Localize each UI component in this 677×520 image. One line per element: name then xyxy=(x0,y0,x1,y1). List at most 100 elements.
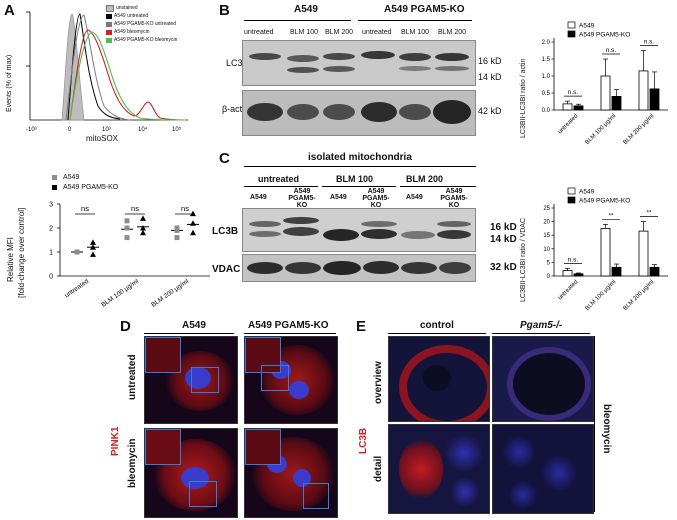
ratio-b-bar xyxy=(562,103,573,111)
c-lane-5: A549 xyxy=(406,194,423,201)
c-lane-2: A549 PGAM5-KO xyxy=(284,188,320,209)
ratio-b-legend-swatch xyxy=(567,30,576,38)
ratio-b-legend-swatch xyxy=(567,21,576,29)
e-side-line xyxy=(594,336,595,512)
ratio-c-sig-label: ** xyxy=(608,212,614,219)
e-image-control-overview xyxy=(388,336,490,422)
mfi-point xyxy=(124,225,130,231)
e-col-line-2 xyxy=(492,333,590,334)
c-group-2: BLM 100 xyxy=(336,174,374,184)
c-group-line-1 xyxy=(244,186,318,187)
ratio-b-y-tick-label: 1.0 xyxy=(542,74,551,80)
ratio-b-x-tick-label: BLM 100 µg/ml xyxy=(585,113,618,146)
c-group-line-3 xyxy=(400,186,476,187)
b-blot-lc3b xyxy=(242,40,476,86)
c-lane-6a: A549 xyxy=(445,188,463,195)
b-lane-3: BLM 200 xyxy=(325,29,354,36)
hist-tick-0: -10³ xyxy=(26,127,37,133)
ratio-c-sig-label: n.s. xyxy=(568,256,579,263)
hist-curve-a549-untreated xyxy=(67,13,121,121)
ratio-b-y-tick-label: 2.0 xyxy=(542,40,551,46)
hist-curve-unstained xyxy=(61,13,85,121)
legend-swatch xyxy=(106,13,112,19)
mfi-x-tick-label: untreated xyxy=(64,278,91,300)
panel-label-c: C xyxy=(219,150,230,167)
hist-curve-ko-untreated xyxy=(65,14,131,121)
panel-label-a: A xyxy=(4,2,15,19)
c-ratio-y-label: LC3BII-LC3BI ratio / VDAC xyxy=(520,217,527,302)
c-row-vdac: VDAC xyxy=(212,264,241,275)
b-col-ko: A549 PGAM5-KO xyxy=(384,4,465,15)
mfi-legend-item: A549 PGAM5-KO xyxy=(52,182,118,192)
legend-swatch xyxy=(106,37,112,43)
ratio-b-bar xyxy=(600,75,611,111)
mfi-point xyxy=(174,235,180,241)
b-kd16: 16 kD xyxy=(478,56,502,66)
d-image-ko-bleomycin xyxy=(244,428,338,518)
hist-tick-4: 10⁵ xyxy=(172,126,182,133)
ratio-c-legend-swatch xyxy=(567,187,576,195)
ratio-c-bar xyxy=(562,270,573,277)
c-lane-6b: PGAM5-KO xyxy=(440,195,468,209)
c-kd14: 14 kD xyxy=(490,234,517,245)
ratio-b-x-tick-label: untreated xyxy=(557,113,579,135)
legend-swatch xyxy=(106,29,112,35)
mfi-y-tick-label: 3 xyxy=(49,202,53,209)
ratio-c-y-tick-label: 5 xyxy=(547,260,551,266)
mfi-point xyxy=(124,218,130,224)
panel-label-d: D xyxy=(120,318,131,335)
hist-legend: unstained A549 untreated A549 PGAM5-KO u… xyxy=(106,4,198,44)
ratio-c-bar xyxy=(600,228,611,277)
ratio-b-y-tick-label: 1.5 xyxy=(542,57,551,63)
legend-text: unstained xyxy=(116,5,138,11)
e-image-ko-detail xyxy=(492,424,594,514)
b-kd14: 14 kD xyxy=(478,72,502,82)
ratio-b-x-tick-label: BLM 200 µg/ml xyxy=(623,113,656,146)
ratio-b-sig-label: n.s. xyxy=(644,39,655,46)
e-side-label: bleomycin xyxy=(601,404,612,454)
hist-legend-item: A549 PGAM5-KO untreated xyxy=(106,20,198,28)
c-lane-4: A549 PGAM5-KO xyxy=(358,188,394,209)
ratio-c-bar xyxy=(638,230,649,277)
b-lane-5: BLM 100 xyxy=(401,29,430,36)
ratio-c-x-tick-label: BLM 200 µg/ml xyxy=(623,279,656,312)
c-group-1: untreated xyxy=(258,174,300,184)
c-lane-4b: PGAM5-KO xyxy=(362,195,390,209)
flow-histogram: -10³ 0 10³ 10⁴ 10⁵ xyxy=(26,11,188,133)
ratio-c-legend-text: A549 PGAM5-KO xyxy=(579,198,630,205)
d-image-a549-untreated xyxy=(144,336,238,424)
ratio-c-y-tick-label: 15 xyxy=(543,233,550,239)
d-col-line-2 xyxy=(244,333,336,334)
mfi-point xyxy=(190,210,196,217)
hist-curve-a549-bleomycin xyxy=(69,29,187,121)
c-group-line-2 xyxy=(322,186,396,187)
ratio-c-bar xyxy=(649,266,660,277)
c-row-lc3b: LC3B xyxy=(212,226,239,237)
mfi-sig-label: ns xyxy=(181,204,189,213)
ratio-b-bar xyxy=(638,70,649,111)
b-blot-actin xyxy=(242,90,476,136)
mfi-point xyxy=(90,251,96,257)
b-kd42: 42 kD xyxy=(478,106,502,116)
ratio-c-chart: A549 A549 PGAM5-KO 0 5 10 15 20 25 n.s. untreated… xyxy=(543,187,668,312)
e-stain-label: LC3B xyxy=(358,427,369,454)
e-row-2: detail xyxy=(373,455,384,482)
b-row-lc3b: LC3B xyxy=(226,58,249,68)
b-line-ko xyxy=(358,20,472,21)
ratio-c-sig-label: ** xyxy=(646,210,652,217)
legend-text: A549 PGAM5-KO bleomycin xyxy=(114,37,178,43)
c-blot-lc3b xyxy=(242,208,476,252)
e-col-1: control xyxy=(420,320,454,331)
c-group-3: BLM 200 xyxy=(406,174,444,184)
mfi-y-tick-label: 0 xyxy=(49,274,53,281)
d-stain-label: PINK1 xyxy=(110,426,121,456)
ratio-b-sig-label: n.s. xyxy=(568,89,579,96)
ratio-b-bar xyxy=(649,88,660,111)
b-col-a549: A549 xyxy=(294,4,318,15)
legend-text: A549 PGAM5-KO untreated xyxy=(114,21,176,27)
d-col-2: A549 PGAM5-KO xyxy=(248,320,329,331)
b-lane-1: untreated xyxy=(244,29,274,36)
b-ratio-y-label: LC3BII-LC3BI ratio / actin xyxy=(520,58,527,138)
b-lane-2: BLM 100 xyxy=(290,29,319,36)
hist-x-label: mitoSOX xyxy=(86,134,119,143)
